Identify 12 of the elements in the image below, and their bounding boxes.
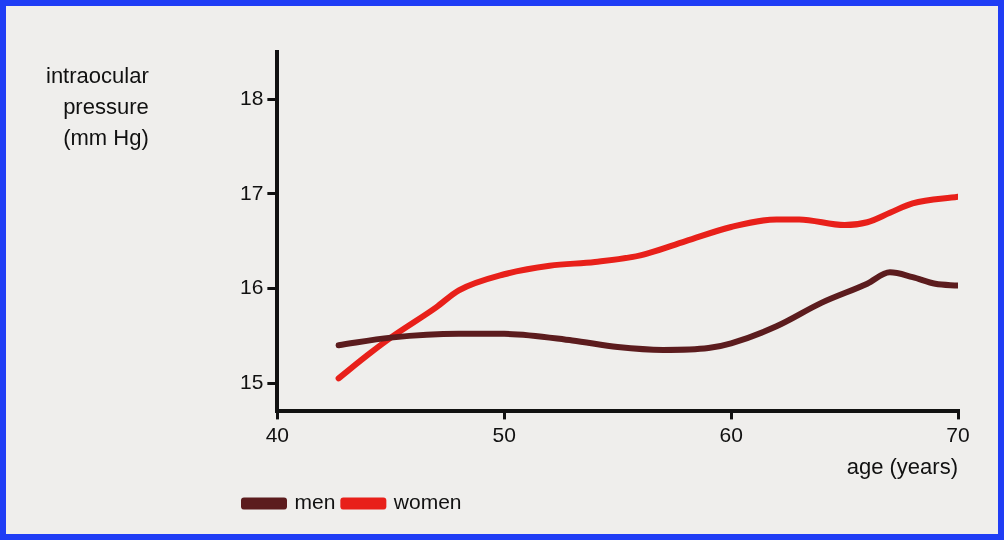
- x-tick-label: 40: [265, 422, 290, 446]
- y-tick-label: 16: [240, 275, 264, 299]
- x-tick-label: 50: [492, 422, 516, 446]
- legend-label: women: [392, 490, 462, 514]
- legend-label: men: [294, 490, 336, 514]
- y-tick-label: 17: [240, 180, 264, 204]
- y-axis-title: intraocular pressure (mm Hg): [46, 62, 149, 152]
- x-tick-label: 60: [719, 422, 743, 446]
- x-axis-title: age (years): [846, 453, 958, 479]
- y-tick-label: 15: [240, 369, 264, 393]
- x-tick-label: 70: [946, 422, 970, 446]
- y-tick-label: 18: [240, 86, 264, 110]
